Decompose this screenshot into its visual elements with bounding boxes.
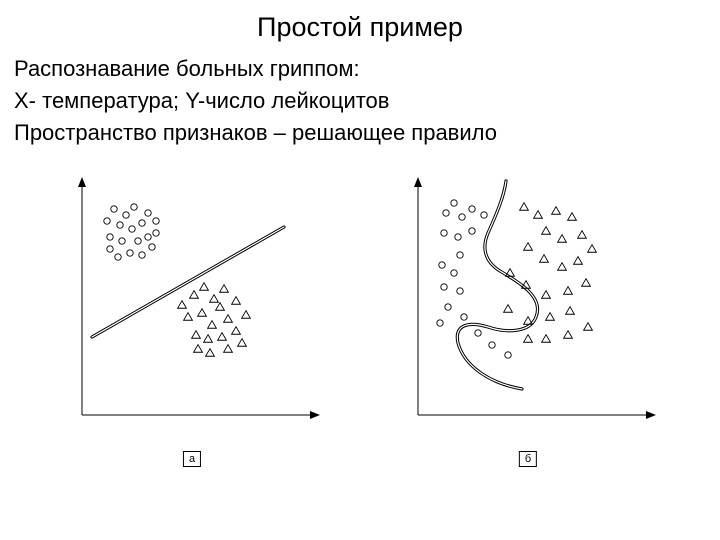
plot-a: а (52, 167, 332, 467)
plot-a-label: а (183, 451, 201, 467)
body-text-block: Распознавание больных гриппом: X- темпер… (0, 53, 720, 149)
slide-title: Простой пример (0, 0, 720, 53)
charts-row: а б (0, 167, 720, 467)
plot-b-label: б (519, 451, 537, 467)
line-2: X- температура; Y-число лейкоцитов (14, 85, 706, 117)
line-3: Пространство признаков – решающее правил… (14, 117, 706, 149)
plot-b: б (388, 167, 668, 467)
line-1: Распознавание больных гриппом: (14, 53, 706, 85)
